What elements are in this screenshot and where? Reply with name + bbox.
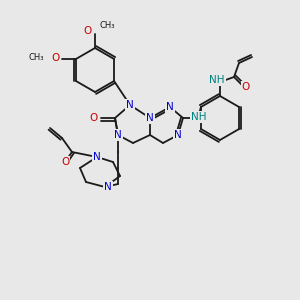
Text: N: N — [126, 100, 134, 110]
Text: N: N — [174, 130, 182, 140]
Text: CH₃: CH₃ — [28, 53, 44, 62]
Text: N: N — [93, 152, 101, 162]
Text: N: N — [166, 102, 174, 112]
Text: CH₃: CH₃ — [99, 22, 115, 31]
Text: O: O — [90, 113, 98, 123]
Text: O: O — [84, 26, 92, 36]
Text: NH: NH — [191, 112, 207, 122]
Text: NH: NH — [209, 75, 225, 85]
Text: O: O — [242, 82, 250, 92]
Text: O: O — [61, 157, 69, 167]
Text: N: N — [146, 113, 154, 123]
Text: O: O — [52, 53, 60, 63]
Text: N: N — [114, 130, 122, 140]
Text: N: N — [104, 182, 112, 192]
